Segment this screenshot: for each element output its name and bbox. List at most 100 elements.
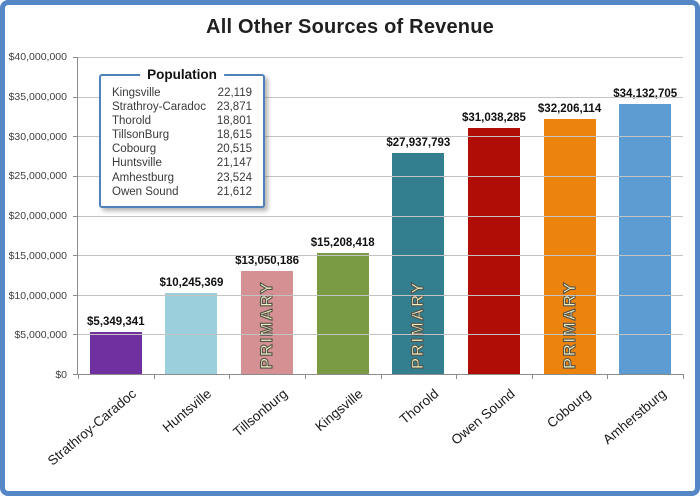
legend-entry-value: 22,119 [217, 87, 252, 99]
x-axis-label: Tillsonburg [230, 386, 291, 440]
bar-value-label: $5,349,341 [87, 315, 145, 328]
y-axis-tick [73, 334, 78, 336]
y-axis-tick [73, 96, 78, 98]
y-axis-label: $5,000,000 [14, 329, 67, 342]
bar-tillsonburg: $13,050,186 PRIMARY [235, 255, 299, 374]
x-axis-tick [456, 374, 458, 379]
gridline [78, 255, 683, 257]
legend-entry-value: 23,524 [216, 171, 252, 184]
legend-row: Amhestburg 23,524 [112, 171, 252, 185]
y-axis-tick [73, 374, 78, 375]
legend-entry-value: 18,801 [216, 115, 252, 128]
x-axis-labels: Strathroy-Caradoc Huntsville Tillsonburg Ki… [44, 376, 683, 491]
gridline [78, 334, 683, 336]
y-axis-label: $35,000,000 [8, 90, 67, 103]
x-axis-label: Kingsville [312, 386, 366, 435]
y-axis-label: $30,000,000 [8, 130, 67, 143]
x-axis-tick [153, 374, 155, 379]
legend-entry-value: 21,612 [216, 185, 252, 198]
legend-row: TillsonBurg 18,615 [112, 128, 252, 142]
legend-entry-name: Cobourg [112, 143, 157, 156]
gridline [78, 175, 683, 177]
legend-entry-name: Amhestburg [112, 171, 175, 184]
gridline [78, 294, 683, 296]
bar-thorold: $27,937,793 PRIMARY [386, 137, 450, 374]
bar-column: $34,132,705 [607, 57, 683, 374]
x-axis-label: Huntsville [159, 386, 215, 436]
legend-row: Cobourg 20,515 [112, 142, 252, 156]
bar-column: $15,208,418 [305, 57, 381, 374]
legend-row: Owen Sound 21,612 [112, 185, 252, 199]
y-axis-tick [73, 57, 78, 58]
legend-row: Strathroy-Caradoc 23,871 [112, 100, 252, 114]
bar-column: $27,937,793 PRIMARY [381, 57, 457, 374]
bars-row: $5,349,341 $10,245,369 $13,050,186 PRIMARY $… [78, 57, 683, 374]
bar-value-label: $15,208,418 [310, 237, 375, 250]
bar-value-label: $31,038,285 [461, 112, 526, 125]
legend-row: Thorold 18,801 [112, 114, 252, 128]
x-label-column: Strathroy-Caradoc [44, 376, 153, 491]
x-label-column: Thorold [380, 376, 456, 491]
gridline [78, 96, 683, 98]
y-axis-label: $15,000,000 [8, 249, 67, 262]
y-axis-label: $25,000,000 [8, 170, 67, 183]
x-axis-label: Owen Sound [447, 386, 518, 448]
gridline [78, 215, 683, 217]
bar-column: $13,050,186 PRIMARY [229, 57, 305, 374]
y-axis-label: $0 [55, 369, 67, 381]
x-axis-label: Strathroy-Caradoc [44, 386, 139, 469]
bar-value-label: $13,050,186 [235, 254, 300, 267]
bar-cobourg: $32,206,114 PRIMARY [538, 103, 601, 374]
legend-entry-name: TillsonBurg [112, 129, 170, 142]
legend-entry-name: Owen Sound [112, 185, 179, 198]
bar-column: $31,038,285 [456, 57, 532, 374]
y-axis-label: $20,000,000 [8, 210, 67, 222]
legend-rows: Kingsville 22,119 Strathroy-Caradoc 23,871 T… [112, 86, 252, 199]
legend-entry-value: 20,515 [216, 143, 252, 156]
bar-value-label: $27,937,793 [386, 136, 451, 149]
legend-row: Kingsville 22,119 [112, 86, 252, 100]
x-axis-tick [683, 374, 684, 379]
y-axis-labels: $40,000,000 $35,000,000 $30,000,000 $25,000… [5, 51, 71, 381]
x-label-column: Cobourg [532, 376, 608, 491]
y-axis-tick [73, 255, 78, 257]
population-legend: Population Kingsville 22,119 Strathroy-Car… [99, 67, 265, 208]
legend-entry-name: Thorold [112, 115, 151, 128]
legend-row: Huntsville 21,147 [112, 156, 252, 170]
y-axis-tick [73, 215, 78, 217]
x-axis-tick [607, 374, 609, 379]
y-axis-tick [73, 175, 78, 177]
x-label-column: Tillsonburg [229, 376, 305, 491]
bar-kingsville: $15,208,418 [311, 237, 375, 374]
bar-value-label: $34,132,705 [613, 87, 678, 100]
gridline [78, 57, 683, 58]
legend-entry-value: 23,871 [216, 101, 252, 114]
x-label-column: Amherstburg [600, 376, 683, 491]
bar-owen-sound: $31,038,285 [462, 112, 526, 374]
y-axis-tick [73, 136, 78, 138]
x-axis-tick [304, 374, 306, 379]
gridline [78, 136, 683, 138]
y-axis-label: $10,000,000 [8, 289, 67, 302]
legend-entry-name: Strathroy-Caradoc [112, 101, 206, 114]
y-axis-tick [73, 294, 78, 296]
x-axis-tick [229, 374, 231, 379]
legend-title: Population [140, 67, 224, 82]
bar-value-label: $10,245,369 [159, 276, 224, 289]
x-axis-tick [78, 374, 79, 379]
legend-entry-value: 21,147 [216, 157, 252, 170]
x-axis-label: Thorold [396, 386, 442, 427]
plot-area: $5,349,341 $10,245,369 $13,050,186 PRIMARY $… [73, 57, 684, 379]
legend-entry-value: 18,615 [216, 129, 252, 142]
bar-column: $10,245,369 [154, 57, 230, 374]
x-axis-label: Cobourg [543, 386, 594, 431]
chart-title: All Other Sources of Revenue [206, 16, 494, 38]
x-label-column: Huntsville [153, 376, 229, 491]
x-axis-label: Amherstburg [599, 386, 669, 448]
bar-column: $5,349,341 [78, 57, 154, 374]
legend-entry-name: Kingsville [112, 87, 161, 99]
bar-strathroy-caradoc: $5,349,341 [87, 316, 145, 374]
x-axis-tick [380, 374, 382, 379]
y-axis-label: $40,000,000 [8, 51, 67, 63]
